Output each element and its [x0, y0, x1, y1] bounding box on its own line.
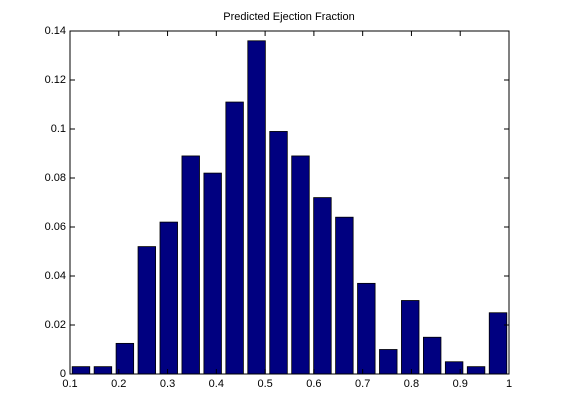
bar — [159, 221, 178, 375]
bar — [401, 300, 420, 375]
x-tick-label: 0.8 — [404, 378, 419, 390]
y-tick-label: 0 — [60, 368, 66, 380]
x-tick-label: 0.3 — [160, 378, 175, 390]
axes-box — [69, 30, 510, 375]
y-tick-label: 0.1 — [51, 123, 66, 135]
bar — [291, 155, 310, 375]
y-tick-label: 0.04 — [45, 270, 66, 282]
x-tick-label: 0.5 — [257, 378, 272, 390]
bar — [71, 366, 91, 375]
bar — [203, 172, 222, 375]
y-tick-label: 0.08 — [45, 172, 66, 184]
bar — [269, 131, 288, 375]
bar — [466, 366, 486, 375]
x-tick-label: 1 — [506, 378, 512, 390]
x-tick-label: 0.2 — [111, 378, 126, 390]
y-tick-label: 0.12 — [45, 74, 66, 86]
plot-area — [70, 31, 509, 374]
y-tick-label: 0.02 — [45, 319, 66, 331]
bar — [93, 366, 113, 375]
y-tick-label: 0.06 — [45, 221, 66, 233]
x-tick-label: 0.7 — [355, 378, 370, 390]
bar — [379, 349, 398, 375]
bar — [137, 246, 157, 375]
x-tick-label: 0.4 — [209, 378, 224, 390]
x-tick-label: 0.6 — [306, 378, 321, 390]
bar — [488, 312, 508, 375]
x-tick-label: 0.1 — [62, 378, 77, 390]
y-tick-label: 0.14 — [45, 25, 66, 37]
bar — [247, 40, 266, 375]
bar — [313, 197, 332, 375]
x-tick-label: 0.9 — [453, 378, 468, 390]
bar — [357, 282, 376, 375]
bar — [422, 336, 442, 375]
bar — [225, 101, 244, 375]
bar — [181, 155, 200, 375]
bar — [335, 216, 354, 375]
chart-title: Predicted Ejection Fraction — [223, 11, 354, 23]
